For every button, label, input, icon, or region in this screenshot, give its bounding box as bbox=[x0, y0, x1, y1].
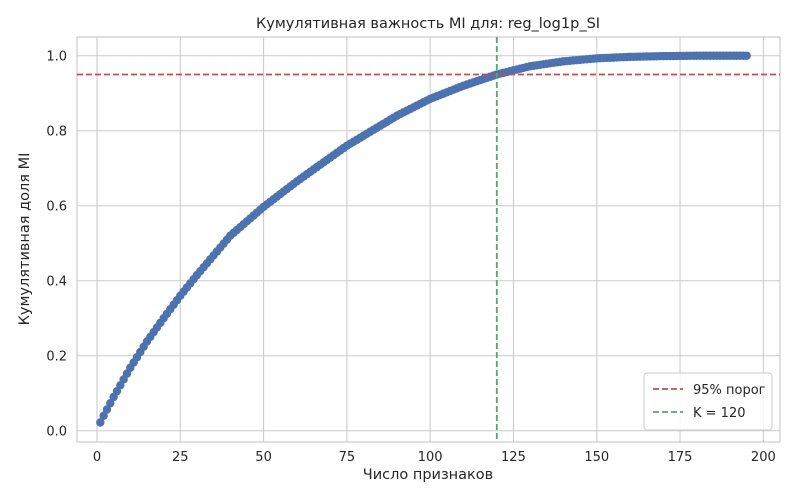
x-tick-label: 150 bbox=[584, 450, 609, 465]
x-tick-label: 75 bbox=[339, 450, 356, 465]
y-tick-label: 0.8 bbox=[46, 124, 67, 139]
data-point bbox=[742, 51, 751, 60]
data-points bbox=[96, 51, 751, 427]
y-axis-ticks: 0.0 0.2 0.4 0.6 0.8 1.0 bbox=[46, 49, 67, 439]
x-tick-label: 100 bbox=[418, 450, 443, 465]
chart-title: Кумулятивная важность MI для: reg_log1p_… bbox=[256, 16, 600, 32]
y-tick-label: 1.0 bbox=[46, 49, 67, 64]
y-tick-label: 0.4 bbox=[46, 274, 67, 289]
data-point bbox=[96, 418, 105, 427]
y-axis-title: Кумулятивная доля MI bbox=[17, 153, 33, 326]
x-tick-label: 125 bbox=[501, 450, 526, 465]
y-tick-label: 0.0 bbox=[46, 424, 67, 439]
x-tick-label: 25 bbox=[172, 450, 189, 465]
data-point bbox=[102, 405, 112, 414]
x-tick-label: 0 bbox=[93, 450, 101, 465]
reference-lines bbox=[77, 37, 780, 442]
legend-label-threshold: 95% порог bbox=[693, 383, 766, 398]
y-tick-label: 0.6 bbox=[46, 199, 67, 214]
y-tick-label: 0.2 bbox=[46, 349, 67, 364]
legend-label-k: K = 120 bbox=[693, 406, 746, 421]
x-tick-label: 50 bbox=[255, 450, 272, 465]
data-point bbox=[106, 399, 115, 408]
grid bbox=[77, 37, 780, 442]
data-point bbox=[99, 411, 108, 420]
x-axis-title: Число признаков bbox=[363, 467, 493, 483]
legend: 95% порог K = 120 bbox=[643, 372, 773, 431]
x-tick-label: 200 bbox=[751, 450, 776, 465]
x-tick-label: 175 bbox=[668, 450, 693, 465]
x-axis-ticks: 0 25 50 75 100 125 150 175 200 bbox=[93, 450, 776, 465]
legend-box bbox=[643, 372, 773, 431]
